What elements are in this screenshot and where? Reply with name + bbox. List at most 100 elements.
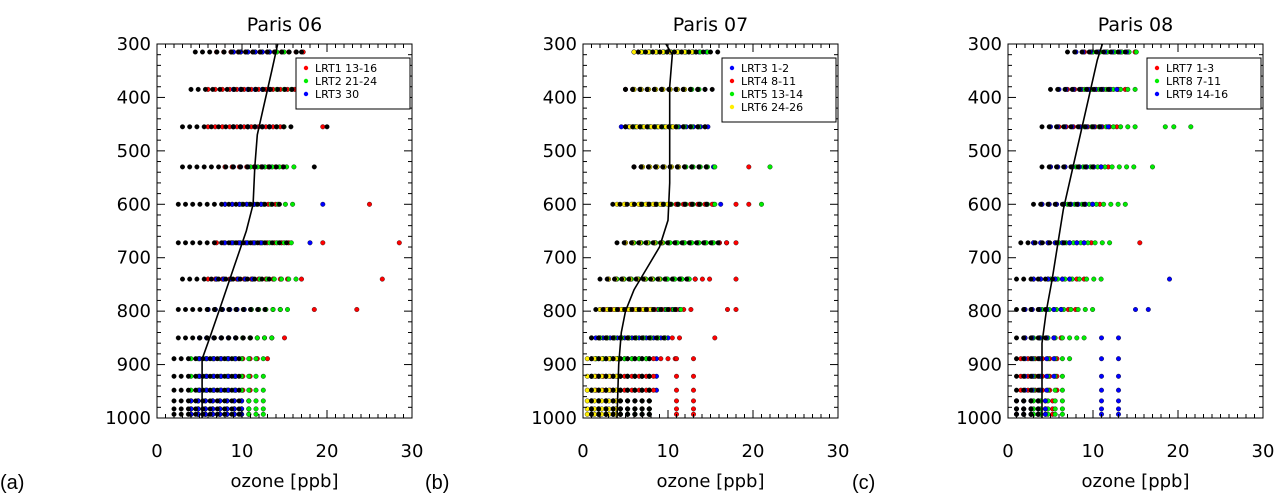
data-point [682,164,688,170]
data-point [1035,307,1041,312]
data-point [260,86,266,92]
data-point [1014,356,1019,362]
data-point [733,201,739,207]
data-point [197,201,203,207]
data-point [665,240,671,246]
data-point [624,201,630,207]
data-point [674,398,679,404]
data-point [639,373,645,379]
data-point [651,373,656,379]
data-point [1099,335,1104,341]
data-point [231,86,237,92]
series-points-1 [1014,49,1143,417]
data-point [248,335,253,341]
x-tick-label: 10 [657,441,680,462]
data-point [1090,124,1096,130]
data-point [658,307,664,312]
data-point [222,387,228,393]
x-tick-label: 30 [1252,441,1275,462]
data-point [746,201,752,207]
data-point [600,307,606,312]
data-point [712,335,718,341]
data-point [1035,398,1041,404]
data-point [207,373,213,379]
data-point [1101,49,1107,55]
data-point [175,307,181,312]
data-point [603,387,609,393]
data-point [236,411,242,417]
data-point [1098,86,1104,92]
data-point [248,240,253,246]
y-tick-label: 900 [117,355,151,376]
data-point [665,307,671,312]
data-point [767,164,773,170]
data-point [240,201,246,207]
data-point [194,124,200,130]
data-point [1108,201,1114,207]
data-point [610,335,616,341]
data-point [219,201,225,207]
x-tick-label: 0 [1002,441,1013,462]
data-point [617,387,623,393]
data-point [646,411,652,417]
data-point [718,201,724,207]
data-point [625,356,631,362]
data-point [1145,307,1151,312]
data-point [216,124,222,130]
data-point [1014,373,1019,379]
data-point [222,406,228,412]
data-point [284,240,290,246]
data-point [708,240,714,246]
data-point [273,164,279,170]
data-point [1067,201,1073,207]
data-point [1074,240,1080,246]
data-point [733,276,739,282]
data-point [709,86,715,92]
data-point [1115,49,1121,55]
y-tick-label: 600 [117,194,151,215]
legend-label: LRT5 13-14 [741,88,803,101]
data-point [1082,164,1088,170]
data-point [226,201,232,207]
legend-box [721,57,837,123]
x-tick-label: 20 [316,441,339,462]
data-point [1021,356,1027,362]
data-point [1081,201,1087,207]
data-point [1150,164,1155,170]
data-point [1091,276,1097,282]
data-point [625,373,631,379]
data-point [171,387,177,393]
data-point [223,124,229,130]
data-point [207,406,213,412]
data-point [1052,411,1058,417]
y-tick-label: 600 [968,194,1002,215]
data-point [646,387,652,393]
x-tick-label: 10 [1082,441,1105,462]
data-point [175,240,181,246]
data-point [612,276,617,282]
data-point [596,398,602,404]
data-point [1035,411,1041,417]
data-point [691,387,696,393]
data-point [194,164,200,170]
data-point [1061,240,1067,246]
data-point [211,240,217,246]
data-point [694,240,699,246]
data-point [644,86,650,92]
data-point [185,411,191,417]
data-point [379,276,385,282]
data-point [1099,398,1104,404]
legend-box [1146,57,1262,110]
data-point [236,356,242,362]
data-point [190,201,196,207]
data-point [268,86,273,92]
legend-marker [1154,91,1160,97]
data-point [1051,307,1057,312]
data-point [688,86,693,92]
data-point [216,276,222,282]
data-point [603,406,609,412]
data-point [1045,201,1051,207]
data-point [692,276,698,282]
data-point [224,86,230,92]
x-tick-label: 0 [151,441,162,462]
